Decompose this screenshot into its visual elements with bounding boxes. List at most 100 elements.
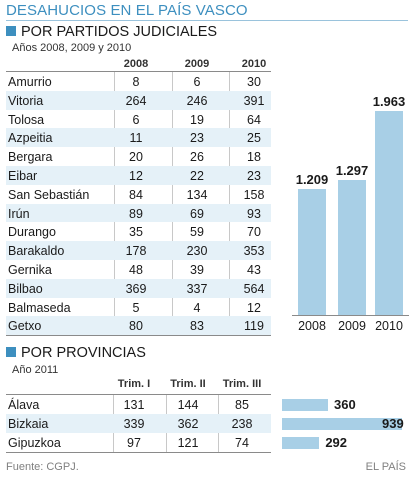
row-value: 20 bbox=[129, 150, 143, 165]
row-name: Amurrio bbox=[8, 75, 52, 89]
row-value: 144 bbox=[177, 398, 199, 412]
section-judicial-subtitle: Años 2008, 2009 y 2010 bbox=[12, 42, 132, 54]
source-note: Fuente: CGPJ. bbox=[6, 461, 79, 473]
province-bar bbox=[282, 437, 320, 449]
annual-bar-value: 1.209 bbox=[295, 172, 329, 188]
table-row: Azpeitia 11 23 25 bbox=[6, 128, 271, 148]
row-value: 70 bbox=[247, 225, 261, 240]
row-value: 134 bbox=[186, 187, 208, 202]
section-provinces-subtitle: Año 2011 bbox=[12, 364, 59, 376]
row-name: San Sebastián bbox=[8, 187, 90, 202]
annual-chart-baseline bbox=[292, 315, 409, 316]
province-bar-value: 360 bbox=[334, 397, 356, 412]
table-row: Balmaseda 5 4 12 bbox=[6, 298, 271, 317]
table-row: Getxo 80 83 119 bbox=[6, 316, 271, 336]
province-bar bbox=[282, 399, 328, 411]
table-row: Irún 89 69 93 bbox=[6, 203, 271, 223]
row-name: Gipuzkoa bbox=[8, 436, 61, 450]
row-value: 264 bbox=[125, 93, 147, 108]
table-row: Eibar 12 22 23 bbox=[6, 166, 271, 185]
row-value: 11 bbox=[129, 131, 143, 146]
row-value: 238 bbox=[231, 417, 253, 431]
row-value: 93 bbox=[247, 206, 261, 221]
section-marker-icon bbox=[6, 26, 16, 36]
province-bar-value: 292 bbox=[325, 435, 348, 450]
table-bottom-rule bbox=[6, 452, 271, 453]
row-value: 97 bbox=[127, 436, 141, 450]
row-value: 362 bbox=[177, 417, 199, 431]
row-value: 83 bbox=[190, 319, 204, 334]
table-row: Bergara 20 26 18 bbox=[6, 147, 271, 166]
title-divider bbox=[6, 20, 408, 21]
row-value: 48 bbox=[129, 263, 143, 277]
row-value: 119 bbox=[244, 319, 264, 334]
row-name: Bilbao bbox=[8, 281, 43, 296]
column-header: Trim. III bbox=[222, 378, 262, 390]
row-value: 23 bbox=[190, 131, 204, 146]
table-row: Amurrio 8 6 30 bbox=[6, 72, 271, 91]
row-name: Tolosa bbox=[8, 112, 45, 127]
row-value: 337 bbox=[186, 281, 208, 296]
row-value: 30 bbox=[247, 75, 261, 89]
table-row: Álava 131 144 85 bbox=[6, 395, 271, 414]
row-name: Getxo bbox=[8, 319, 42, 334]
row-value: 339 bbox=[123, 417, 145, 431]
row-value: 80 bbox=[129, 319, 143, 334]
row-name: Eibar bbox=[8, 169, 38, 183]
row-name: Vitoria bbox=[8, 93, 44, 108]
section-judicial-title-text: POR PARTIDOS JUDICIALES bbox=[21, 24, 218, 40]
row-value: 26 bbox=[190, 150, 204, 165]
row-name: Bergara bbox=[8, 150, 53, 165]
row-value: 564 bbox=[243, 281, 265, 296]
province-bar bbox=[282, 418, 402, 430]
annual-bar-value: 1.963 bbox=[372, 94, 406, 110]
table-row: Tolosa 6 19 64 bbox=[6, 110, 271, 129]
row-name: Álava bbox=[8, 398, 40, 412]
row-value: 18 bbox=[247, 150, 261, 165]
annual-bar bbox=[375, 111, 403, 315]
table-bottom-rule bbox=[6, 335, 271, 337]
row-value: 369 bbox=[125, 281, 147, 296]
annual-bar bbox=[338, 180, 366, 315]
row-value: 74 bbox=[235, 436, 249, 450]
table-top-rule bbox=[6, 394, 271, 395]
row-name: Irún bbox=[8, 206, 30, 221]
row-value: 246 bbox=[186, 93, 208, 108]
row-value: 89 bbox=[129, 206, 143, 221]
table-top-rule bbox=[6, 71, 271, 72]
column-header: 2009 bbox=[184, 58, 210, 70]
row-value: 64 bbox=[247, 112, 261, 127]
column-header: 2008 bbox=[123, 58, 149, 70]
row-name: Durango bbox=[8, 225, 56, 240]
column-header: Trim. I bbox=[117, 378, 151, 390]
annual-x-tick: 2009 bbox=[338, 319, 366, 333]
row-value: 178 bbox=[125, 244, 147, 259]
publisher-credit: EL PAÍS bbox=[365, 461, 406, 473]
row-value: 35 bbox=[129, 225, 143, 240]
section-provinces-title: POR PROVINCIAS bbox=[6, 345, 146, 361]
row-name: Gernika bbox=[8, 263, 52, 277]
row-value: 84 bbox=[129, 187, 143, 202]
row-name: Barakaldo bbox=[8, 244, 65, 259]
row-value: 19 bbox=[190, 112, 204, 127]
row-value: 69 bbox=[190, 206, 204, 221]
section-marker-icon bbox=[6, 347, 16, 357]
row-value: 39 bbox=[190, 263, 204, 277]
row-value: 85 bbox=[235, 398, 249, 412]
row-value: 131 bbox=[123, 398, 145, 412]
row-value: 391 bbox=[243, 93, 265, 108]
annual-x-tick: 2008 bbox=[298, 319, 326, 333]
column-header: 2010 bbox=[241, 58, 267, 70]
table-row: Bizkaia 339 362 238 bbox=[6, 414, 271, 433]
table-row: Bilbao 369 337 564 bbox=[6, 278, 271, 298]
section-provinces-title-text: POR PROVINCIAS bbox=[21, 345, 146, 361]
page-title: DESAHUCIOS EN EL PAÍS VASCO bbox=[6, 2, 248, 19]
annual-bar bbox=[298, 189, 326, 315]
table-row: Vitoria 264 246 391 bbox=[6, 90, 271, 110]
annual-x-tick: 2010 bbox=[375, 319, 403, 333]
row-value: 8 bbox=[132, 75, 140, 89]
column-header: Trim. II bbox=[170, 378, 206, 390]
row-value: 12 bbox=[129, 169, 143, 183]
row-value: 12 bbox=[247, 300, 261, 315]
row-value: 6 bbox=[193, 75, 201, 89]
